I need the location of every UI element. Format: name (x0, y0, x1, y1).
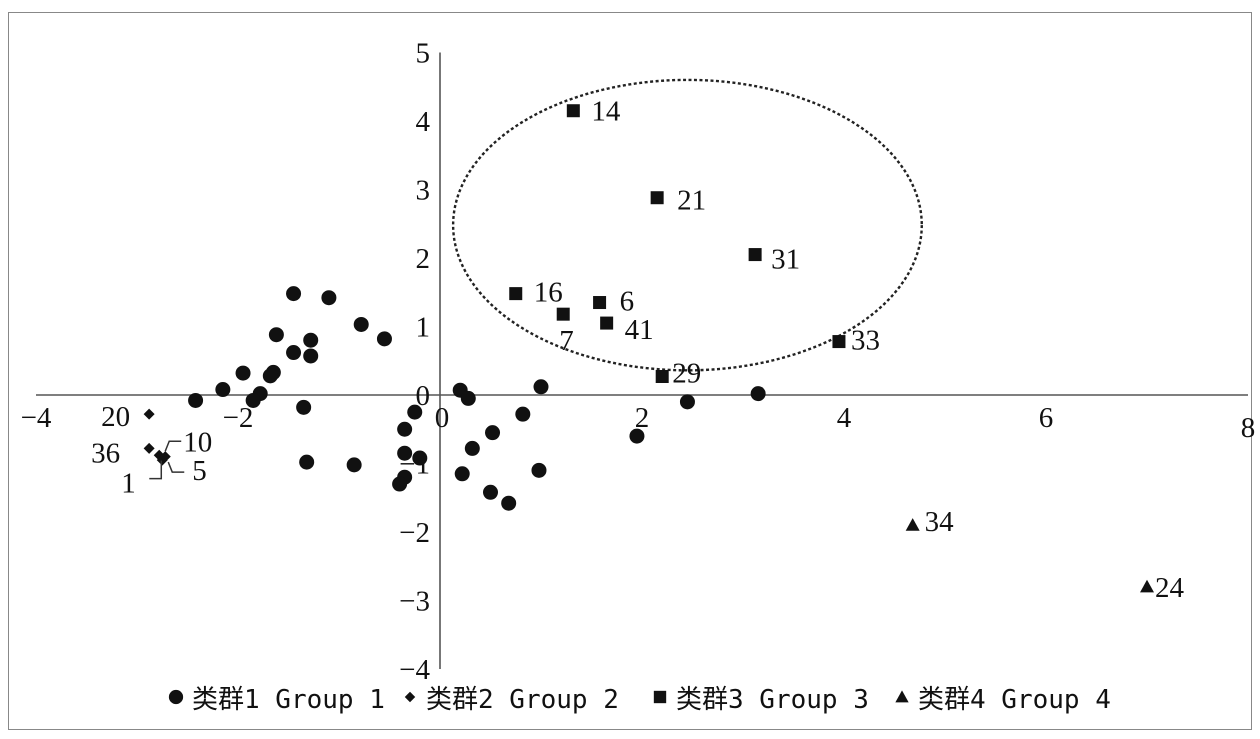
series1-point (235, 365, 251, 381)
x-tick-label: 0 (435, 402, 450, 434)
series1-point (501, 495, 517, 511)
y-tick-label: 0 (416, 380, 431, 412)
series1-point (531, 462, 547, 478)
series3-point (655, 370, 669, 384)
point-label-36: 36 (91, 437, 120, 469)
point-label-34: 34 (925, 506, 955, 538)
point-label-21: 21 (677, 185, 706, 217)
cluster-ellipse (451, 78, 923, 372)
series1-point (268, 327, 284, 343)
series3-point (650, 191, 664, 205)
leader-line (149, 460, 163, 480)
x-tick-label: 6 (1039, 402, 1054, 434)
point-label-41: 41 (625, 314, 654, 346)
y-tick-label: −4 (399, 654, 430, 686)
point-label-20: 20 (101, 401, 130, 433)
series1-point (346, 457, 362, 473)
series1-point (188, 392, 204, 408)
series3-point (748, 248, 762, 262)
x-tick-label: 8 (1241, 412, 1256, 444)
x-tick-label: 2 (635, 402, 650, 434)
legend-label-1: 类群1 Group 1 (192, 685, 385, 715)
series1-point (397, 421, 413, 437)
series1-point (303, 332, 319, 348)
series3-point (556, 307, 570, 321)
series1-point (286, 286, 302, 302)
series3-point (593, 296, 607, 310)
legend-marker-3 (653, 690, 667, 704)
series4-point (1140, 579, 1154, 593)
legend-label-4: 类群4 Group 4 (918, 685, 1111, 715)
series3-point (600, 316, 614, 330)
y-tick-label: 3 (416, 175, 431, 207)
legend-marker-1 (168, 689, 184, 705)
series2-point (143, 408, 155, 420)
point-label-1: 1 (121, 468, 136, 500)
series1-point (353, 316, 369, 332)
y-tick-label: 2 (416, 243, 431, 275)
series4-point (905, 518, 920, 531)
y-tick-label: 4 (416, 106, 431, 138)
point-label-10: 10 (183, 426, 212, 458)
point-label-33: 33 (851, 325, 880, 357)
series1-point (392, 476, 408, 492)
y-tick-label: 5 (416, 38, 431, 70)
series1-point (515, 406, 531, 422)
y-tick-label: −2 (399, 517, 430, 549)
legend-marker-2 (404, 691, 416, 703)
point-label-14: 14 (591, 96, 621, 128)
series2-point (143, 442, 155, 454)
point-label-16: 16 (534, 277, 563, 309)
x-tick-label: 4 (837, 402, 852, 434)
series1-point (303, 348, 319, 364)
series1-point (750, 386, 766, 402)
series3-point (832, 335, 846, 349)
legend-label-3: 类群3 Group 3 (676, 685, 869, 715)
x-tick-label: −2 (223, 402, 254, 434)
leader-line (164, 440, 182, 452)
legend-label-2: 类群2 Group 2 (426, 685, 619, 715)
series1-point (245, 392, 261, 408)
series1-point (485, 425, 501, 441)
x-tick-label: −4 (21, 402, 52, 434)
series1-point (679, 394, 695, 410)
series1-point (460, 390, 476, 406)
y-tick-label: −3 (399, 586, 430, 618)
series1-point (533, 379, 549, 395)
series1-point (464, 440, 480, 456)
series1-point (296, 399, 312, 415)
series1-point (629, 428, 645, 444)
legend-marker-4 (895, 690, 909, 703)
point-label-24: 24 (1155, 572, 1185, 604)
series1-point (483, 484, 498, 500)
y-tick-label: 1 (416, 312, 431, 344)
point-label-29: 29 (672, 358, 701, 390)
series1-point (397, 445, 413, 461)
point-label-6: 6 (620, 286, 635, 318)
series1-point (407, 404, 423, 420)
chart-frame (8, 12, 1252, 730)
series1-point (286, 345, 302, 361)
point-label-5: 5 (192, 455, 207, 487)
series1-point (412, 450, 428, 466)
series1-point (215, 382, 231, 398)
series1-point (321, 290, 337, 306)
series3-point (509, 287, 523, 301)
series1-point (299, 454, 315, 470)
series3-point (566, 104, 580, 118)
point-label-7: 7 (559, 325, 574, 357)
leader-line (167, 461, 185, 473)
series1-point (262, 368, 278, 384)
point-label-31: 31 (771, 244, 800, 276)
series2-point (159, 451, 171, 463)
series1-point (454, 466, 470, 482)
series1-point (376, 331, 392, 347)
